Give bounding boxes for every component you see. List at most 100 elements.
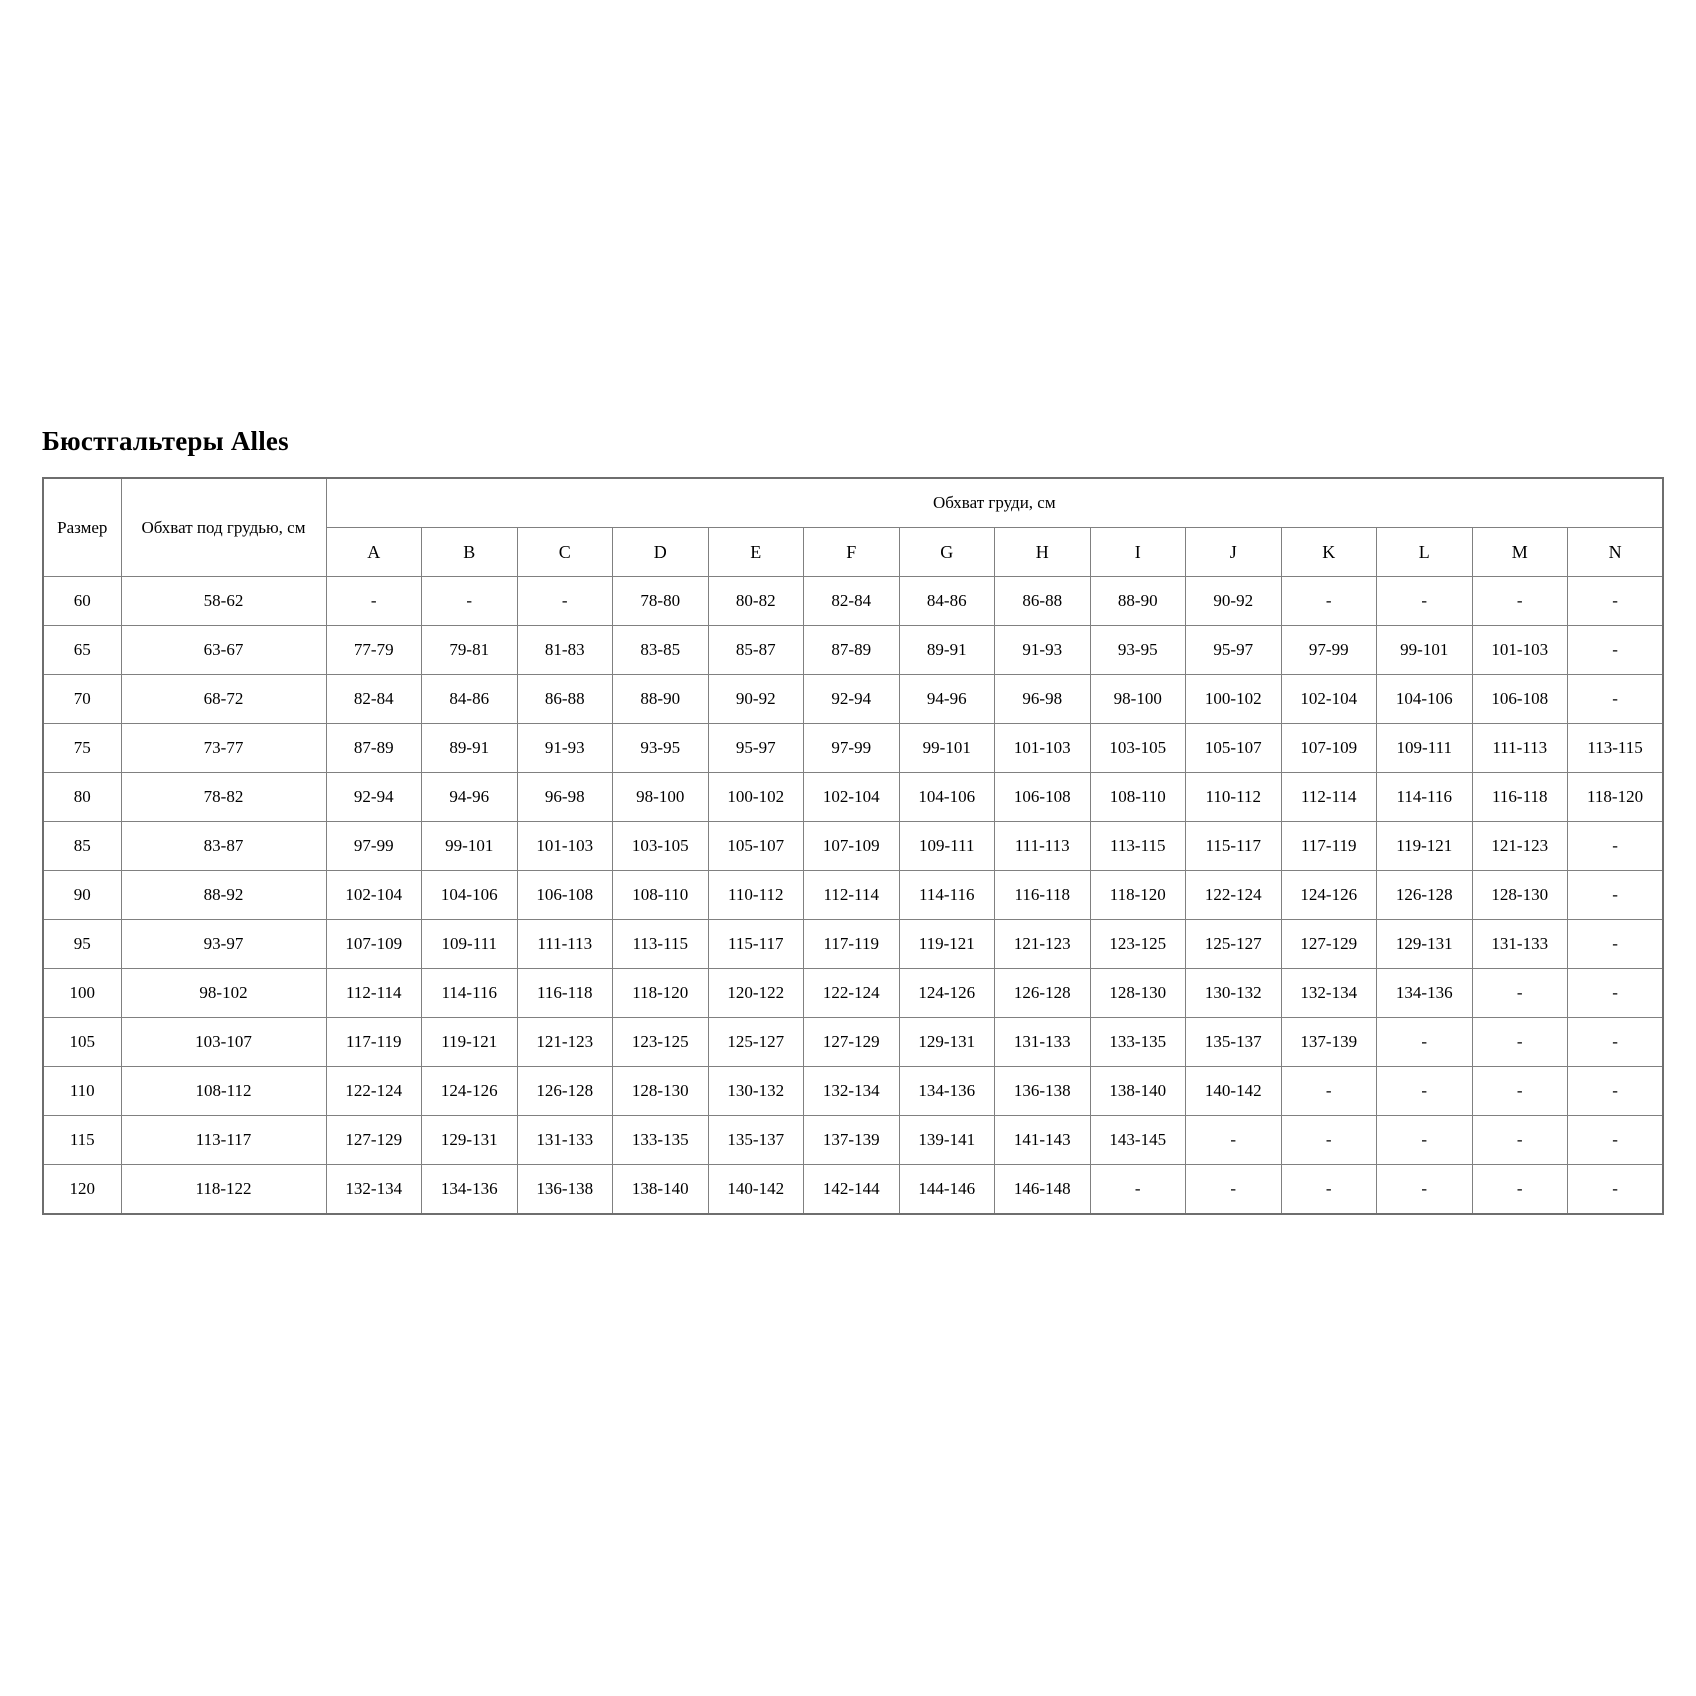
cup-cell: -	[1280, 1164, 1377, 1215]
cup-cell: -	[1185, 1164, 1282, 1215]
cup-cell: 103-105	[612, 821, 709, 871]
cup-cell: 126-128	[994, 968, 1091, 1018]
cup-cell: -	[1185, 1115, 1282, 1165]
cup-cell: 85-87	[707, 625, 804, 675]
size-cell: 110	[42, 1066, 122, 1116]
cup-cell: 128-130	[1471, 870, 1568, 920]
cup-cell: -	[1089, 1164, 1186, 1215]
underbust-cell: 113-117	[120, 1115, 327, 1165]
underbust-cell: 93-97	[120, 919, 327, 969]
cup-cell: 131-133	[1471, 919, 1568, 969]
cup-cell: 137-139	[803, 1115, 900, 1165]
cup-cell: 99-101	[421, 821, 518, 871]
cup-column-header: K	[1280, 527, 1377, 577]
cup-cell: -	[1376, 1017, 1473, 1067]
cup-column-header: H	[994, 527, 1091, 577]
cup-cell: 122-124	[803, 968, 900, 1018]
cup-cell: 143-145	[1089, 1115, 1186, 1165]
cup-cell: 130-132	[707, 1066, 804, 1116]
cup-cell: 114-116	[1376, 772, 1473, 822]
cup-cell: 100-102	[707, 772, 804, 822]
cup-cell: 89-91	[898, 625, 995, 675]
size-cell: 70	[42, 674, 122, 724]
table-row: 65 63-67 77-79 79-81 81-83 83-85 85-87 87-89 89-…	[42, 625, 1664, 675]
cup-cell: 82-84	[803, 576, 900, 626]
cup-cell: 111-113	[516, 919, 613, 969]
cup-cell: 132-134	[1280, 968, 1377, 1018]
table-header-row-1: Размер Обхват под грудью, см Обхват груд…	[42, 477, 1664, 577]
underbust-cell: 73-77	[120, 723, 327, 773]
cup-cell: 102-104	[325, 870, 422, 920]
cup-cell: 121-123	[1471, 821, 1568, 871]
size-cell: 90	[42, 870, 122, 920]
cup-cell: 132-134	[325, 1164, 422, 1215]
cup-cell: 116-118	[516, 968, 613, 1018]
cup-cell: -	[1471, 576, 1568, 626]
cup-cell: -	[1376, 1164, 1473, 1215]
size-cell: 120	[42, 1164, 122, 1215]
cup-cell: 117-119	[803, 919, 900, 969]
table-row: 85 83-87 97-99 99-101 101-103 103-105 105-107 1…	[42, 821, 1664, 871]
cup-cell: 86-88	[994, 576, 1091, 626]
cup-cell: 96-98	[516, 772, 613, 822]
cup-cell: 136-138	[516, 1164, 613, 1215]
cup-cell: 110-112	[1185, 772, 1282, 822]
cup-cell: -	[1567, 674, 1664, 724]
cup-cell: 124-126	[898, 968, 995, 1018]
cup-column-header: B	[421, 527, 518, 577]
cup-cell: 116-118	[1471, 772, 1568, 822]
cup-cell: 108-110	[1089, 772, 1186, 822]
cup-cell: 106-108	[1471, 674, 1568, 724]
cup-cell: -	[1567, 1164, 1664, 1215]
cup-cell: 103-105	[1089, 723, 1186, 773]
cup-cell: 81-83	[516, 625, 613, 675]
cup-cell: 123-125	[1089, 919, 1186, 969]
cup-cell: 129-131	[1376, 919, 1473, 969]
cup-cell: 139-141	[898, 1115, 995, 1165]
cup-cell: 86-88	[516, 674, 613, 724]
underbust-cell: 88-92	[120, 870, 327, 920]
cup-cell: 87-89	[803, 625, 900, 675]
underbust-cell: 58-62	[120, 576, 327, 626]
cup-cell: 135-137	[707, 1115, 804, 1165]
cup-cell: 111-113	[1471, 723, 1568, 773]
cup-cell: 94-96	[421, 772, 518, 822]
cup-cell: -	[1280, 576, 1377, 626]
cup-cell: 112-114	[325, 968, 422, 1018]
cup-cell: -	[1471, 1164, 1568, 1215]
cup-cell: 105-107	[707, 821, 804, 871]
cup-cell: 97-99	[803, 723, 900, 773]
cup-cell: 84-86	[898, 576, 995, 626]
cup-cell: 93-95	[612, 723, 709, 773]
cup-cell: 118-120	[612, 968, 709, 1018]
cup-cell: 113-115	[1567, 723, 1664, 773]
table-row: 90 88-92 102-104 104-106 106-108 108-110 110-1…	[42, 870, 1664, 920]
cup-cell: 121-123	[516, 1017, 613, 1067]
underbust-cell: 108-112	[120, 1066, 327, 1116]
cup-cell: 120-122	[707, 968, 804, 1018]
cup-cell: 144-146	[898, 1164, 995, 1215]
cup-cell: 92-94	[803, 674, 900, 724]
cup-cell: 107-109	[1280, 723, 1377, 773]
cup-cell: 133-135	[1089, 1017, 1186, 1067]
size-cell: 115	[42, 1115, 122, 1165]
cup-cell: 110-112	[707, 870, 804, 920]
underbust-cell: 78-82	[120, 772, 327, 822]
cup-cell: 142-144	[803, 1164, 900, 1215]
cup-cell: 82-84	[325, 674, 422, 724]
cup-cell: 117-119	[325, 1017, 422, 1067]
cup-cell: 138-140	[1089, 1066, 1186, 1116]
cup-cell: -	[1376, 1115, 1473, 1165]
cup-cell: 125-127	[1185, 919, 1282, 969]
cup-cell: 115-117	[707, 919, 804, 969]
cup-cell: 135-137	[1185, 1017, 1282, 1067]
cup-cell: 107-109	[803, 821, 900, 871]
cup-cell: 134-136	[1376, 968, 1473, 1018]
cup-cell: -	[516, 576, 613, 626]
size-cell: 85	[42, 821, 122, 871]
cup-cell: 79-81	[421, 625, 518, 675]
underbust-cell: 68-72	[120, 674, 327, 724]
cup-cell: 141-143	[994, 1115, 1091, 1165]
cup-cell: 127-129	[325, 1115, 422, 1165]
size-cell: 75	[42, 723, 122, 773]
